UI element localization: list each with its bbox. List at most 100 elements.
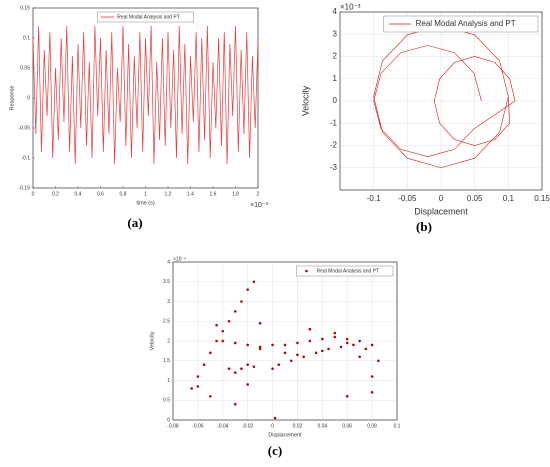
- data-point: [252, 365, 256, 368]
- legend-box: [296, 265, 394, 277]
- y-axis-label: Response: [9, 86, 15, 111]
- x-tick-label: 0.08: [367, 423, 377, 429]
- data-point: [196, 385, 200, 388]
- data-point: [370, 391, 374, 394]
- data-point: [289, 359, 293, 363]
- y-tick-label: 0.5: [163, 398, 170, 404]
- data-point: [273, 416, 277, 420]
- data-point: [246, 288, 249, 291]
- caption: (c): [268, 443, 282, 458]
- legend-label: Real Modal Analysis and PT: [416, 19, 516, 28]
- data-point: [221, 339, 225, 343]
- data-point: [233, 310, 237, 313]
- legend-label: Real Modal Analysis and PT: [317, 268, 380, 274]
- x-tick-label: -0.1: [367, 194, 381, 203]
- data-point: [358, 339, 361, 343]
- data-point: [345, 395, 349, 398]
- y-tick-label: 3: [167, 299, 170, 305]
- data-point: [209, 395, 212, 398]
- x-tick-label: 0.02: [293, 423, 303, 429]
- x-tick-label: 1.8: [232, 191, 239, 197]
- x-tick-label: 2: [257, 191, 260, 197]
- x-axis-label: time (s): [136, 200, 155, 206]
- data-point: [296, 353, 299, 357]
- data-point: [190, 387, 193, 390]
- y-tick-label: -3: [330, 163, 338, 172]
- x-axis-label: Displacement: [268, 432, 302, 438]
- legend-box: [383, 15, 539, 33]
- y-tick-label: 2.5: [163, 319, 170, 325]
- data-point: [209, 351, 212, 355]
- plot-frame: [172, 261, 398, 421]
- y-tick-label: -2: [330, 141, 338, 150]
- x-tick-label: 0: [32, 191, 35, 197]
- y-tick-label: -1: [330, 118, 338, 127]
- data-point: [283, 351, 287, 355]
- legend-label: Real Modal Analysis and PT: [117, 14, 180, 20]
- data-point: [345, 341, 349, 345]
- data-point: [233, 341, 237, 345]
- data-point: [252, 280, 256, 284]
- legend-box: [97, 11, 194, 23]
- x-tick-label: 0: [271, 423, 274, 429]
- data-point: [308, 327, 312, 331]
- data-point: [345, 337, 349, 341]
- data-point: [221, 329, 225, 333]
- data-point: [215, 323, 218, 327]
- data-point: [271, 367, 274, 370]
- x-tick-label: -0.04: [217, 423, 229, 429]
- x-tick-label: 0.8: [120, 191, 127, 197]
- x-tick-label: 0.04: [317, 423, 327, 429]
- y-axis-label: Velocity: [301, 85, 311, 116]
- plot-frame: [32, 7, 259, 189]
- data-point: [339, 345, 343, 349]
- data-point: [271, 343, 274, 347]
- data-point: [215, 339, 218, 343]
- y-tick-label: 1.5: [163, 358, 170, 364]
- data-point: [246, 363, 249, 367]
- x-tick-label: 0: [439, 194, 444, 203]
- data-point: [296, 341, 299, 345]
- y-tick-label: 0.1: [23, 35, 30, 41]
- data-point: [308, 339, 312, 343]
- data-point: [233, 371, 237, 374]
- data-point: [377, 359, 380, 363]
- y-tick-label: -0.1: [21, 155, 30, 161]
- caption: (a): [127, 215, 142, 230]
- data-point: [240, 367, 243, 370]
- data-point: [246, 343, 249, 347]
- data-point: [227, 367, 231, 370]
- y-tick-label: -0.05: [19, 125, 31, 131]
- y-tick-label: -0.15: [19, 185, 31, 191]
- y-multiplier: ×10⁻³: [173, 256, 186, 262]
- x-tick-label: 0.1: [503, 194, 515, 203]
- y-tick-label: 2: [167, 338, 170, 344]
- y-tick-label: 2: [333, 52, 338, 61]
- data-point: [327, 347, 330, 351]
- x-tick-label: 1.6: [210, 191, 217, 197]
- data-line: [373, 25, 516, 169]
- data-point: [258, 321, 262, 325]
- y-tick-label: 0.15: [20, 5, 30, 11]
- data-point: [246, 383, 249, 386]
- x-tick-label: -0.02: [242, 423, 254, 429]
- data-point: [321, 349, 324, 353]
- data-point: [277, 363, 281, 367]
- y-tick-label: 1: [167, 378, 170, 384]
- x-tick-label: -0.08: [167, 423, 179, 429]
- y-tick-label: 0: [167, 417, 170, 423]
- data-point: [202, 363, 206, 367]
- x-multiplier: ×10⁻³: [250, 202, 269, 209]
- y-tick-label: 4: [333, 7, 338, 16]
- data-point: [321, 337, 324, 341]
- caption: (b): [416, 219, 432, 234]
- data-point: [196, 375, 200, 378]
- legend-marker: [305, 269, 308, 273]
- data-point: [333, 331, 337, 335]
- y-tick-label: 0: [27, 95, 30, 101]
- x-tick-label: 0.1: [394, 423, 401, 429]
- data-point: [227, 319, 231, 323]
- data-point: [233, 402, 237, 406]
- y-multiplier: ×10⁻³: [340, 2, 361, 11]
- x-tick-label: -0.05: [398, 194, 417, 203]
